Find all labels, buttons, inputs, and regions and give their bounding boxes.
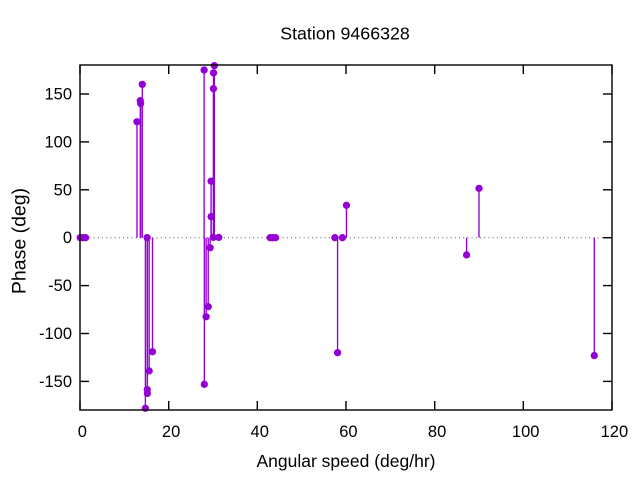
svg-text:Phase (deg): Phase (deg) xyxy=(8,188,30,294)
svg-text:-100: -100 xyxy=(39,325,72,343)
svg-text:100: 100 xyxy=(512,423,540,441)
svg-text:0: 0 xyxy=(78,423,87,441)
svg-text:0: 0 xyxy=(63,229,72,247)
svg-text:Angular speed (deg/hr): Angular speed (deg/hr) xyxy=(257,451,436,471)
svg-text:60: 60 xyxy=(339,423,357,441)
svg-text:-150: -150 xyxy=(39,373,72,391)
svg-text:100: 100 xyxy=(44,133,72,151)
svg-text:50: 50 xyxy=(54,181,72,199)
svg-text:-50: -50 xyxy=(48,277,72,295)
svg-text:80: 80 xyxy=(428,423,446,441)
svg-text:Station 9466328: Station 9466328 xyxy=(280,24,410,44)
svg-text:40: 40 xyxy=(251,423,269,441)
svg-text:150: 150 xyxy=(44,86,72,104)
svg-text:20: 20 xyxy=(162,423,180,441)
svg-text:120: 120 xyxy=(601,423,629,441)
